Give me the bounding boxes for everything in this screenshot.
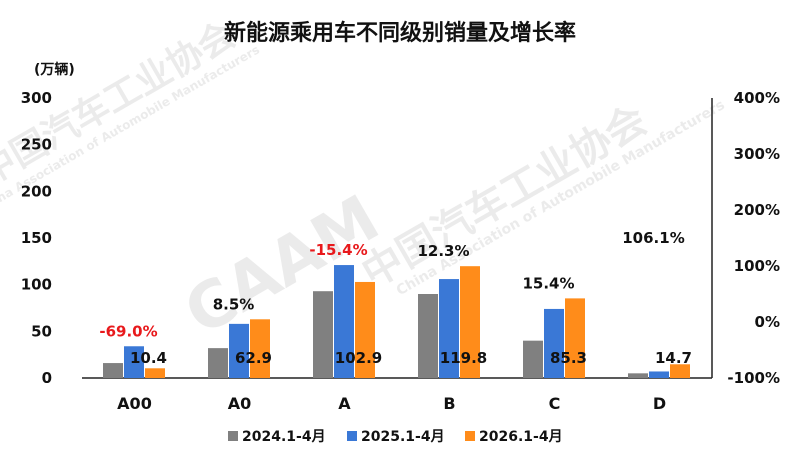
legend-swatch — [465, 431, 475, 441]
category-label: C — [549, 394, 561, 413]
growth-rate-label: -15.4% — [309, 241, 367, 259]
bar-D-series-0 — [628, 373, 648, 378]
y-tick-label: 100 — [21, 276, 52, 294]
value-label: 10.4 — [130, 349, 167, 367]
bar-A-series-1 — [334, 265, 354, 378]
bar-D-series-1 — [649, 371, 669, 378]
legend-swatch — [228, 431, 238, 441]
legend-label: 2024.1-4月 — [242, 429, 326, 445]
y-tick-label: 50 — [31, 322, 52, 340]
bar-A00-series-1 — [124, 346, 144, 378]
value-label: 62.9 — [235, 349, 272, 367]
bar-A0-series-1 — [229, 323, 249, 378]
y2-tick-label: 100% — [734, 257, 780, 275]
value-label: 85.3 — [550, 349, 587, 367]
y2-tick-label: 400% — [734, 89, 780, 107]
bars-group — [103, 265, 690, 378]
y2-axis-ticks: -100% 0% 100% 200% 300% 400% — [727, 89, 780, 387]
bar-B-series-2 — [460, 266, 480, 378]
category-label: D — [653, 394, 666, 413]
legend-swatch — [347, 431, 357, 441]
y-tick-label: 200 — [21, 182, 52, 200]
bar-A00-series-2 — [145, 368, 165, 378]
value-label: 102.9 — [335, 349, 382, 367]
y2-tick-label: 200% — [734, 201, 780, 219]
y-tick-label: 250 — [21, 136, 52, 154]
category-label: A0 — [228, 394, 252, 413]
y2-tick-label: 300% — [734, 145, 780, 163]
bar-C-series-2 — [565, 298, 585, 378]
growth-labels: -69.0% 8.5% -15.4% 12.3% 15.4% 106.1% — [99, 229, 684, 340]
y2-tick-label: -100% — [727, 369, 780, 387]
category-labels: A00 A0 A B C D — [117, 394, 666, 413]
growth-rate-label: 12.3% — [417, 242, 469, 260]
y-tick-label: 0 — [42, 369, 52, 387]
bar-C-series-0 — [523, 340, 543, 378]
growth-rate-label: -69.0% — [99, 322, 157, 340]
y2-tick-label: 0% — [755, 313, 780, 331]
bar-B-series-0 — [418, 294, 438, 378]
y-tick-label: 300 — [21, 89, 52, 107]
bar-C-series-1 — [544, 308, 564, 378]
y-axis-unit-label: (万辆) — [34, 61, 75, 78]
growth-rate-label: 15.4% — [522, 274, 574, 292]
bar-A-series-0 — [313, 291, 333, 378]
bar-A0-series-0 — [208, 348, 228, 378]
value-label: 14.7 — [655, 349, 692, 367]
watermark-en-text: China Association of Automobile Manufact… — [394, 97, 728, 299]
value-labels: 10.4 62.9 102.9 119.8 85.3 14.7 — [130, 349, 692, 367]
bar-A0-series-2 — [250, 319, 270, 378]
bar-A-series-2 — [355, 281, 375, 378]
legend: 2024.1-4月 2025.1-4月 2026.1-4月 — [228, 429, 563, 445]
y-tick-label: 150 — [21, 229, 52, 247]
category-label: A00 — [117, 394, 152, 413]
legend-label: 2026.1-4月 — [479, 429, 563, 445]
category-label: A — [338, 394, 351, 413]
growth-rate-label: 8.5% — [213, 295, 255, 313]
value-label: 119.8 — [440, 349, 487, 367]
bar-D-series-2 — [670, 364, 690, 378]
growth-rate-label: 106.1% — [622, 229, 684, 247]
chart-title: 新能源乘用车不同级别销量及增长率 — [224, 20, 576, 46]
legend-label: 2025.1-4月 — [361, 429, 445, 445]
category-label: B — [443, 394, 455, 413]
y-axis-ticks: 0 50 100 150 200 250 300 — [21, 89, 52, 387]
bar-B-series-1 — [439, 279, 459, 378]
watermark-cn-text: 中国汽车工业协会 — [354, 97, 654, 297]
bar-A00-series-0 — [103, 363, 123, 378]
